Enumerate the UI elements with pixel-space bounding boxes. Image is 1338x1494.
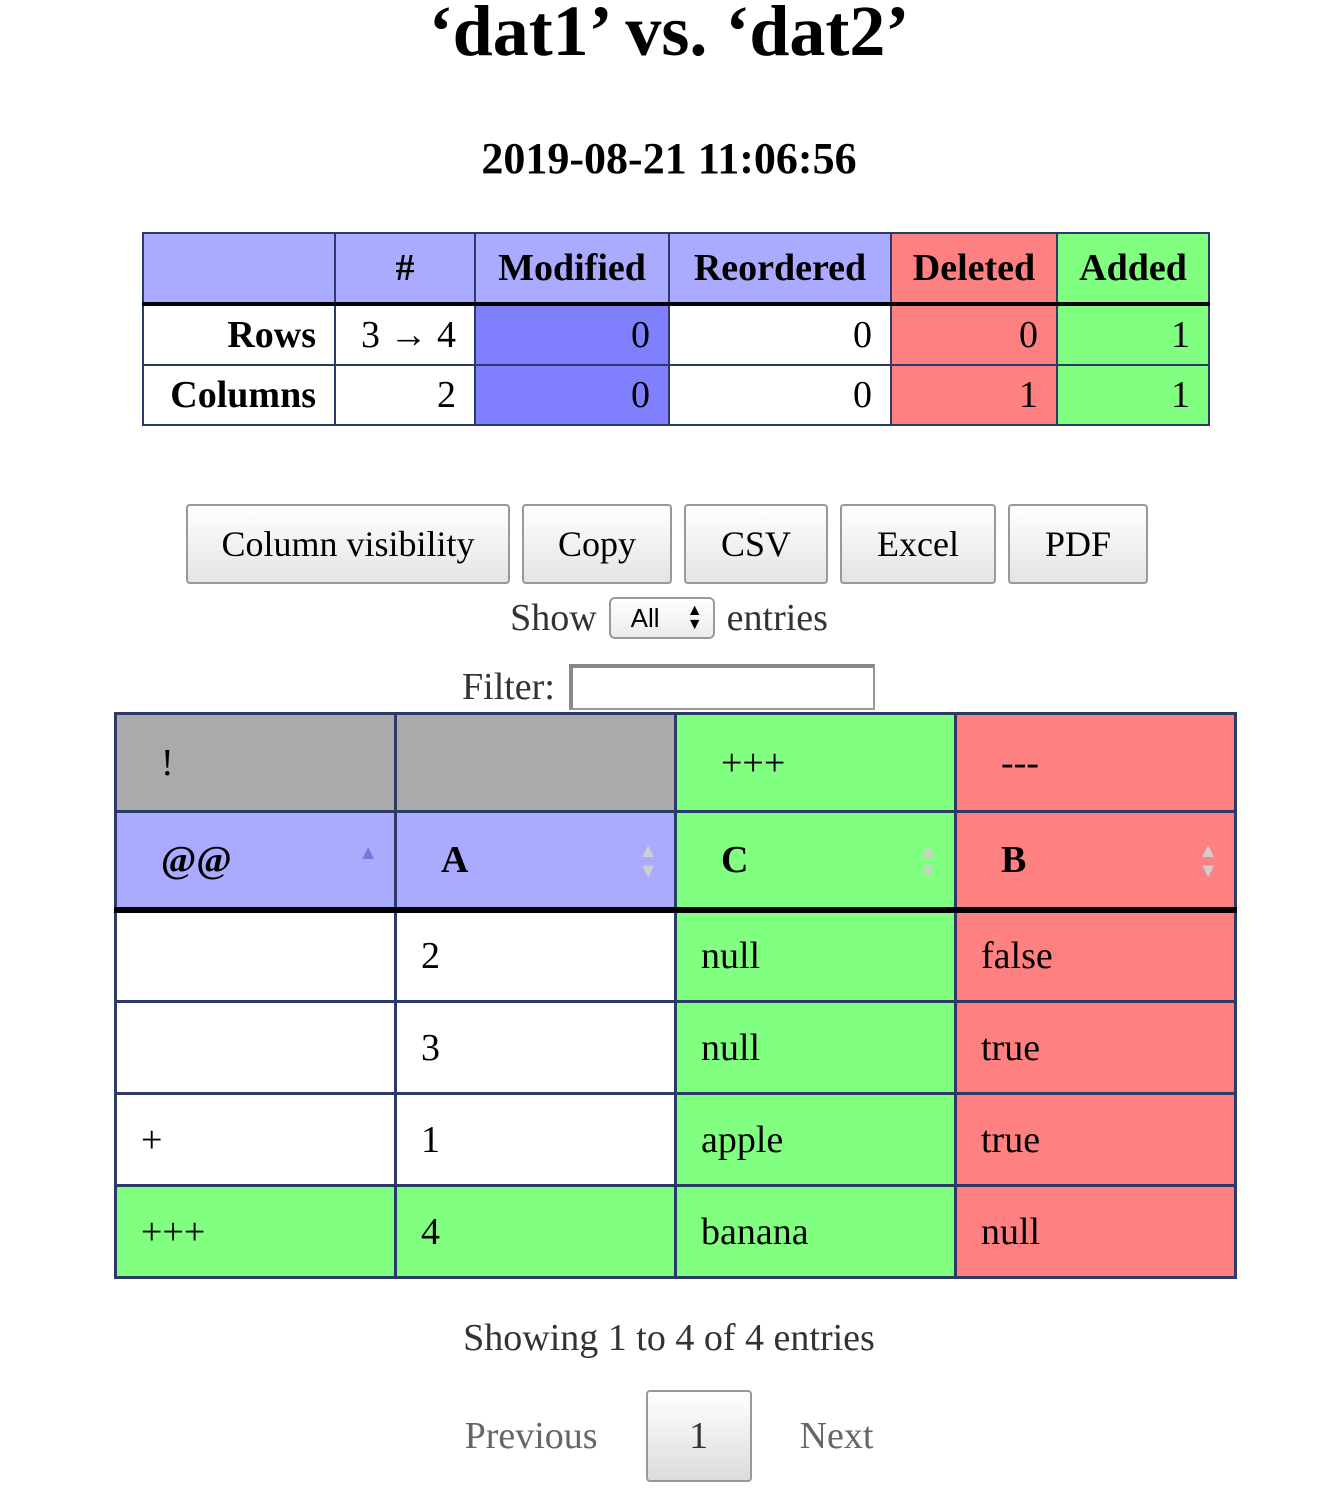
column-visibility-button[interactable]: Column visibility	[186, 504, 510, 584]
column-header-label: @@	[161, 838, 232, 881]
table-cell: null	[674, 908, 957, 1003]
summary-cell-deleted: 0	[890, 303, 1058, 366]
summary-header-count: #	[334, 232, 476, 306]
table-cell: null	[674, 1000, 957, 1095]
column-header-c[interactable]: C ▲ ▼	[674, 810, 957, 913]
table-row: 2 null false	[114, 908, 1237, 1003]
summary-header-deleted: Deleted	[890, 232, 1058, 306]
column-header-label: C	[721, 838, 749, 881]
table-info: Showing 1 to 4 of 4 entries	[463, 1317, 875, 1359]
table-cell: banana	[674, 1184, 957, 1279]
table-row: 3 null true	[114, 1000, 1237, 1095]
summary-row-columns: Columns 2 0 0 1 1	[142, 364, 1210, 426]
meta-row: ! +++ ---	[114, 712, 1237, 813]
meta-cell: +++	[674, 712, 957, 813]
column-header-row: @@ ▲ A ▲ ▼ C ▲ ▼ B ▲ ▼	[114, 810, 1237, 913]
summary-header-added: Added	[1056, 232, 1210, 306]
table-row: +++ 4 banana null	[114, 1184, 1237, 1279]
summary-row-label: Columns	[142, 364, 336, 426]
previous-button[interactable]: Previous	[464, 1415, 598, 1457]
summary-table: # Modified Reordered Deleted Added Rows …	[142, 232, 1210, 426]
summary-header-blank	[142, 232, 336, 306]
column-header-label: A	[441, 838, 469, 881]
pdf-button[interactable]: PDF	[1008, 504, 1148, 584]
entries-label: entries	[726, 597, 828, 639]
summary-row-label: Rows	[142, 303, 336, 366]
sort-ascending-icon: ▲	[358, 842, 378, 864]
summary-header-row: # Modified Reordered Deleted Added	[142, 232, 1210, 306]
filter-control: Filter:	[462, 664, 875, 710]
table-row: + 1 apple true	[114, 1092, 1237, 1187]
column-header-label: B	[1001, 838, 1027, 881]
entries-select-value: All	[630, 602, 660, 633]
summary-cell-added: 1	[1056, 364, 1210, 426]
table-cell: true	[954, 1000, 1237, 1095]
summary-cell-deleted: 1	[890, 364, 1058, 426]
table-cell: 1	[394, 1092, 677, 1187]
excel-button[interactable]: Excel	[840, 504, 996, 584]
summary-cell-modified: 0	[474, 303, 670, 366]
meta-cell	[394, 712, 677, 813]
summary-row-rows: Rows 3 → 4 0 0 0 1	[142, 303, 1210, 366]
table-cell: 4	[394, 1184, 677, 1279]
timestamp: 2019-08-21 11:06:56	[481, 134, 857, 183]
sort-both-icon: ▲ ▼	[638, 840, 658, 882]
table-cell: true	[954, 1092, 1237, 1187]
export-toolbar: Column visibility Copy CSV Excel PDF	[186, 504, 1148, 584]
meta-cell: !	[114, 712, 397, 813]
summary-cell-reordered: 0	[668, 364, 892, 426]
table-cell: false	[954, 908, 1237, 1003]
meta-cell: ---	[954, 712, 1237, 813]
next-button[interactable]: Next	[799, 1415, 874, 1457]
summary-cell-count: 2	[334, 364, 476, 426]
entries-select[interactable]: All ▲ ▼	[608, 597, 715, 639]
page-button-current[interactable]: 1	[645, 1390, 752, 1482]
filter-label: Filter:	[462, 666, 555, 708]
table-cell: null	[954, 1184, 1237, 1279]
table-cell: 2	[394, 908, 677, 1003]
table-cell	[114, 1000, 397, 1095]
pagination: Previous 1 Next	[0, 1390, 1338, 1482]
page-title: ‘dat1’ vs. ‘dat2’	[428, 0, 910, 71]
sort-both-icon: ▲ ▼	[1198, 840, 1218, 882]
column-header-a[interactable]: A ▲ ▼	[394, 810, 677, 913]
filter-input[interactable]	[568, 664, 875, 710]
summary-header-modified: Modified	[474, 232, 670, 306]
diff-table: ! +++ --- @@ ▲ A ▲ ▼ C ▲ ▼ B	[114, 712, 1237, 1279]
summary-cell-reordered: 0	[668, 303, 892, 366]
table-cell	[114, 908, 397, 1003]
summary-header-reordered: Reordered	[668, 232, 892, 306]
column-header-b[interactable]: B ▲ ▼	[954, 810, 1237, 913]
table-cell: +++	[114, 1184, 397, 1279]
select-arrows-icon: ▲ ▼	[686, 602, 703, 633]
sort-both-icon: ▲ ▼	[918, 840, 938, 882]
summary-cell-modified: 0	[474, 364, 670, 426]
summary-cell-count: 3 → 4	[334, 303, 476, 366]
csv-button[interactable]: CSV	[684, 504, 828, 584]
table-cell: apple	[674, 1092, 957, 1187]
summary-cell-added: 1	[1056, 303, 1210, 366]
length-control: Show All ▲ ▼ entries	[0, 596, 1338, 640]
column-header-at[interactable]: @@ ▲	[114, 810, 397, 913]
table-cell: +	[114, 1092, 397, 1187]
show-label: Show	[510, 597, 597, 639]
table-cell: 3	[394, 1000, 677, 1095]
copy-button[interactable]: Copy	[522, 504, 672, 584]
